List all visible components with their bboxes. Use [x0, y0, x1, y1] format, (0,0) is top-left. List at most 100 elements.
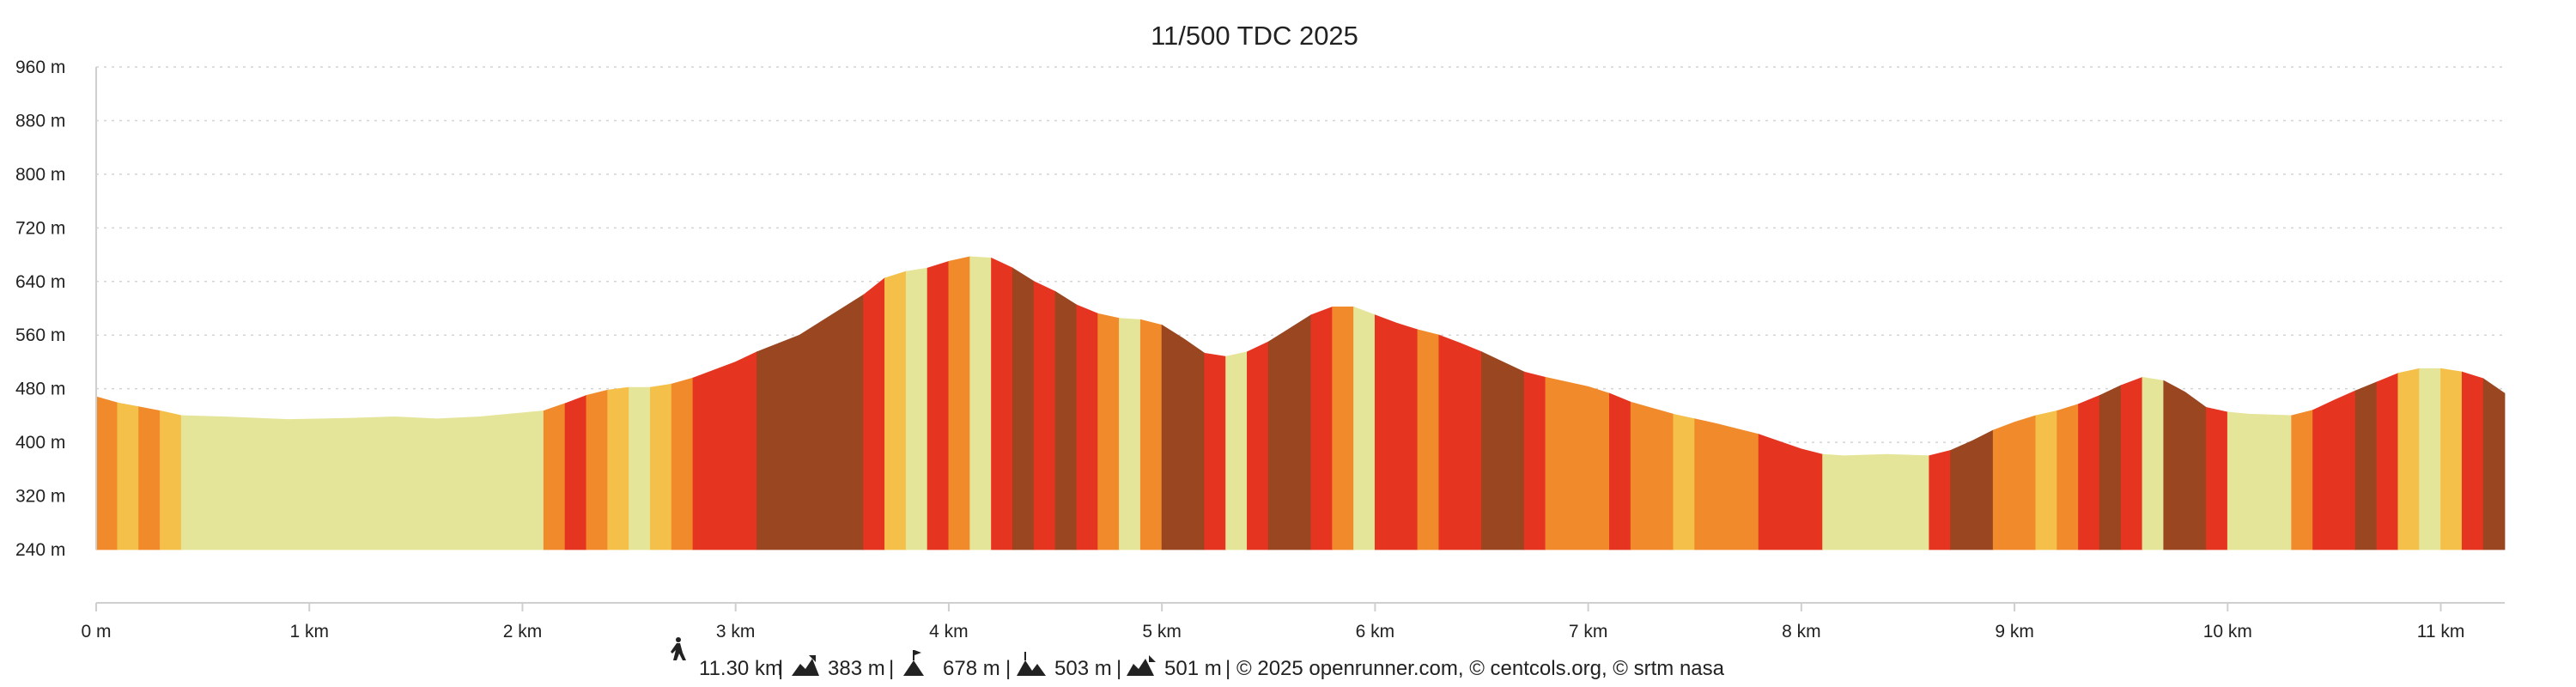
profile-segment [1545, 376, 1610, 550]
profile-segment [756, 294, 865, 550]
profile-segment [2419, 368, 2441, 550]
profile-segment [1353, 306, 1376, 550]
y-tick-label: 960 m [15, 58, 65, 77]
x-tick-label: 4 km [929, 622, 969, 641]
profile-segment [1992, 415, 2037, 550]
stat-separator: | [889, 657, 894, 680]
x-tick-label: 11 km [2417, 622, 2465, 641]
profile-segment [1332, 307, 1354, 550]
x-tick-label: 1 km [289, 622, 329, 641]
profile-segment [2120, 376, 2143, 550]
profile-segment [138, 406, 161, 550]
chart-title: 11/500 TDC 2025 [1151, 21, 1358, 51]
profile-segment [1523, 371, 1546, 550]
profile-segment [692, 351, 757, 550]
profile-segment [1204, 352, 1227, 550]
stat-ascent: 383 m [828, 657, 885, 680]
profile-segment [2461, 371, 2484, 550]
profile-segment [671, 377, 694, 550]
stat-distance: 11.30 km [699, 657, 782, 680]
walker-icon [671, 637, 686, 660]
profile-segment [2163, 380, 2207, 550]
ascent-icon [792, 655, 819, 676]
stat-separator: | [1005, 657, 1011, 680]
profile-segment [1267, 314, 1312, 550]
profile-segment [2142, 376, 2165, 550]
stat-max-altitude: 678 m [943, 657, 1000, 680]
profile-segment [2078, 394, 2100, 550]
y-tick-label: 640 m [15, 272, 65, 292]
profile-segment [2440, 368, 2463, 550]
profile-segment [2397, 368, 2421, 550]
profile-segment [586, 389, 609, 550]
profile-segment [1097, 313, 1120, 550]
y-tick-label: 240 m [15, 540, 65, 560]
y-tick-label: 560 m [15, 325, 65, 345]
profile-segment [991, 257, 1013, 550]
profile-segment [2291, 410, 2313, 550]
profile-segment [905, 267, 928, 550]
profile-segment [1119, 318, 1141, 550]
profile-segment [1247, 341, 1269, 550]
profile-segment [2376, 373, 2399, 550]
stat-min-altitude: 503 m [1054, 657, 1112, 680]
x-tick-labels: 0 m 1 km 2 km 3 km 4 km 5 km 6 km 7 km 8 km 9 km 1… [81, 603, 2464, 641]
profile-segment [117, 402, 140, 550]
profile-segments [95, 256, 2506, 550]
profile-segment [927, 260, 950, 550]
descent-icon [1127, 655, 1156, 676]
x-tick-label: 10 km [2203, 622, 2252, 641]
profile-segment [1481, 351, 1525, 550]
profile-segment [629, 386, 651, 550]
profile-segment [1630, 401, 1674, 550]
y-tick-labels: 240 m 320 m 400 m 480 m 560 m 640 m 720 m 800 m… [15, 58, 65, 560]
profile-segment [2312, 390, 2356, 550]
stat-separator: | [1116, 657, 1121, 680]
profile-segment [1033, 281, 1056, 550]
profile-segment [1929, 449, 1951, 550]
profile-segment [2227, 411, 2293, 550]
stat-separator: | [1225, 657, 1230, 680]
y-tick-label: 320 m [15, 487, 65, 507]
summit-icon [903, 650, 924, 676]
profile-segment [863, 277, 885, 550]
x-tick-label: 2 km [503, 622, 543, 641]
stat-descent: 501 m [1164, 657, 1222, 680]
profile-segment [2057, 404, 2079, 550]
profile-segment [160, 410, 182, 550]
profile-segment [650, 383, 672, 550]
y-tick-label: 400 m [15, 433, 65, 453]
profile-segment [2099, 385, 2122, 550]
profile-segment [1374, 314, 1419, 550]
profile-segment [884, 271, 907, 550]
profile-segment [2354, 381, 2378, 550]
profile-segment [948, 256, 971, 550]
y-tick-label: 800 m [15, 165, 65, 185]
profile-segment [2035, 410, 2058, 550]
profile-segment [1012, 267, 1035, 550]
x-tick-label: 0 m [81, 622, 111, 641]
profile-segment [969, 256, 992, 550]
peaks-icon [1017, 652, 1046, 676]
profile-segment [1225, 351, 1248, 550]
profile-segment [1139, 319, 1163, 550]
axes [95, 67, 2505, 604]
stat-separator: | [778, 657, 783, 680]
profile-segment [1438, 334, 1482, 550]
profile-segment [564, 394, 587, 550]
profile-segment [1310, 306, 1334, 550]
profile-segment [607, 386, 629, 550]
profile-segment [1161, 324, 1206, 550]
x-tick-label: 6 km [1356, 622, 1395, 641]
profile-segment [1758, 434, 1824, 550]
profile-segment [1609, 392, 1631, 550]
profile-segment [2206, 407, 2228, 550]
x-tick-label: 9 km [1995, 622, 2034, 641]
y-tick-label: 480 m [15, 380, 65, 399]
credits-text: © 2025 openrunner.com, © centcols.org, ©… [1236, 657, 1725, 680]
x-tick-label: 3 km [716, 622, 756, 641]
profile-segment [1054, 290, 1078, 550]
x-tick-label: 7 km [1569, 622, 1608, 641]
profile-segment [180, 410, 544, 550]
